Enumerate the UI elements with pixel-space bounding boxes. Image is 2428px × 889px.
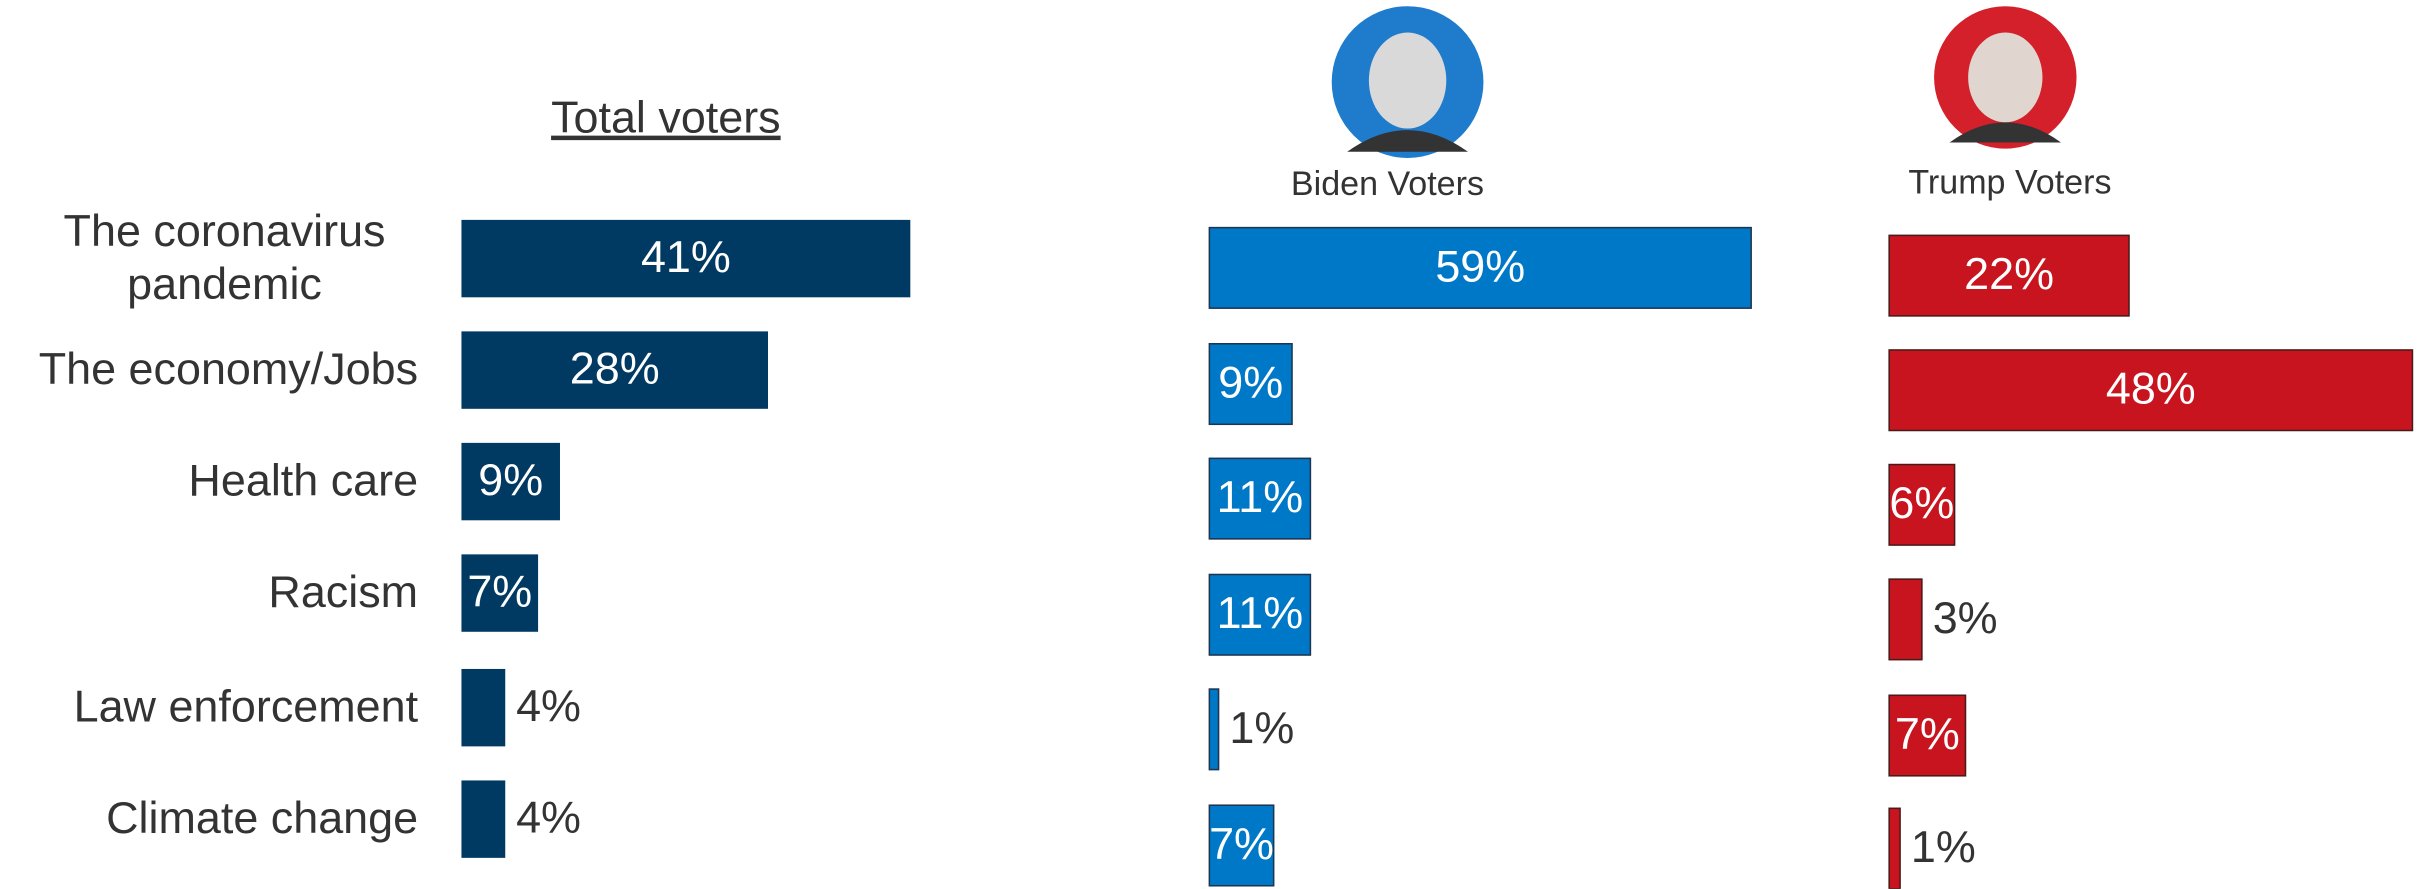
bar (1888, 234, 2130, 317)
bar (1208, 342, 1293, 426)
value-label: 28% (570, 342, 660, 393)
value-label: 6% (1889, 477, 1954, 528)
bar (1888, 807, 1901, 889)
bar (461, 668, 506, 747)
value-label: 11% (1217, 471, 1304, 522)
value-label: 9% (478, 454, 543, 505)
bar (1888, 578, 1923, 661)
value-label: 1% (1229, 702, 1294, 753)
bar (1208, 226, 1752, 309)
value-label: 7% (467, 565, 532, 616)
bar (461, 554, 539, 632)
category-label: Racism (268, 568, 419, 618)
biden-photo (1331, 6, 1484, 158)
value-label: 22% (1964, 248, 2054, 299)
panel-header: Trump Voters (1908, 163, 2111, 201)
category-label: Law enforcement (73, 682, 419, 733)
trump-photo (1934, 6, 2077, 149)
value-label: 1% (1911, 821, 1976, 872)
bar (1208, 573, 1312, 656)
value-label: 4% (516, 792, 581, 843)
category-label: The economy/Jobs (38, 345, 419, 395)
bar (1888, 349, 2414, 432)
value-label: 7% (1209, 818, 1274, 869)
value-label: 7% (1895, 708, 1960, 759)
category-label: Climate change (106, 794, 419, 844)
value-label: 59% (1435, 240, 1525, 291)
bar (461, 780, 506, 858)
bar (1208, 688, 1220, 771)
bar (1208, 457, 1312, 540)
category-label: Health care (188, 456, 419, 507)
value-label: 4% (516, 680, 581, 731)
bar (461, 219, 911, 298)
value-label: 48% (2106, 363, 2196, 414)
value-label: 11% (1217, 587, 1304, 638)
panel-title: Total voters (551, 92, 781, 143)
bar (1888, 463, 1956, 546)
value-label: 41% (641, 231, 731, 282)
bar (1888, 694, 1967, 777)
bar (1208, 804, 1275, 887)
bar (461, 331, 768, 409)
value-label: 9% (1218, 356, 1283, 407)
bar (461, 442, 560, 521)
value-label: 3% (1933, 592, 1998, 643)
panel-header: Biden Voters (1291, 165, 1484, 203)
category-label: The coronavirus pandemic (63, 207, 386, 310)
